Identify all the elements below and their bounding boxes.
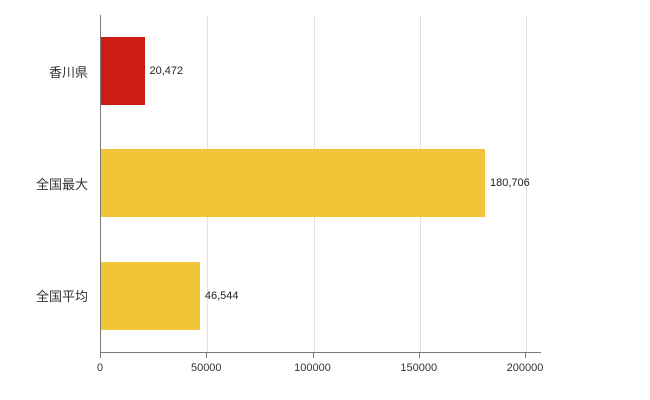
value-label: 46,544 <box>204 289 239 302</box>
x-tick-mark <box>312 353 314 358</box>
category-label: 全国平均 <box>35 289 88 305</box>
x-tick-label: 150000 <box>400 362 438 374</box>
value-label: 180,706 <box>490 177 530 190</box>
value-label: 20,472 <box>149 65 184 78</box>
x-tick-label: 100000 <box>294 362 331 374</box>
bar-1 <box>101 37 145 106</box>
x-tick-label: 50000 <box>190 362 222 374</box>
x-tick-mark <box>525 353 526 358</box>
category-label: 香川県 <box>48 64 88 80</box>
x-tick-label: 0 <box>96 362 104 374</box>
bar-row: 20,472 <box>101 15 541 127</box>
bar-row: 180,706 <box>101 127 541 239</box>
bar-2 <box>101 149 485 218</box>
x-tick-mark <box>206 353 208 358</box>
bar-3 <box>101 261 200 330</box>
category-axis-labels: 香川県全国最大全国平均 <box>0 15 94 352</box>
bar-row: 46,544 <box>101 240 541 352</box>
bar-rows: 20,472 180,706 46,544 <box>101 15 541 352</box>
gridline <box>526 15 527 352</box>
category-label: 全国最大 <box>35 176 88 192</box>
x-tick-label: 200000 <box>506 362 544 374</box>
x-tick-mark <box>100 353 101 358</box>
x-tick-mark <box>418 353 420 358</box>
plot-area: 20,472 180,706 46,544 <box>100 15 541 353</box>
